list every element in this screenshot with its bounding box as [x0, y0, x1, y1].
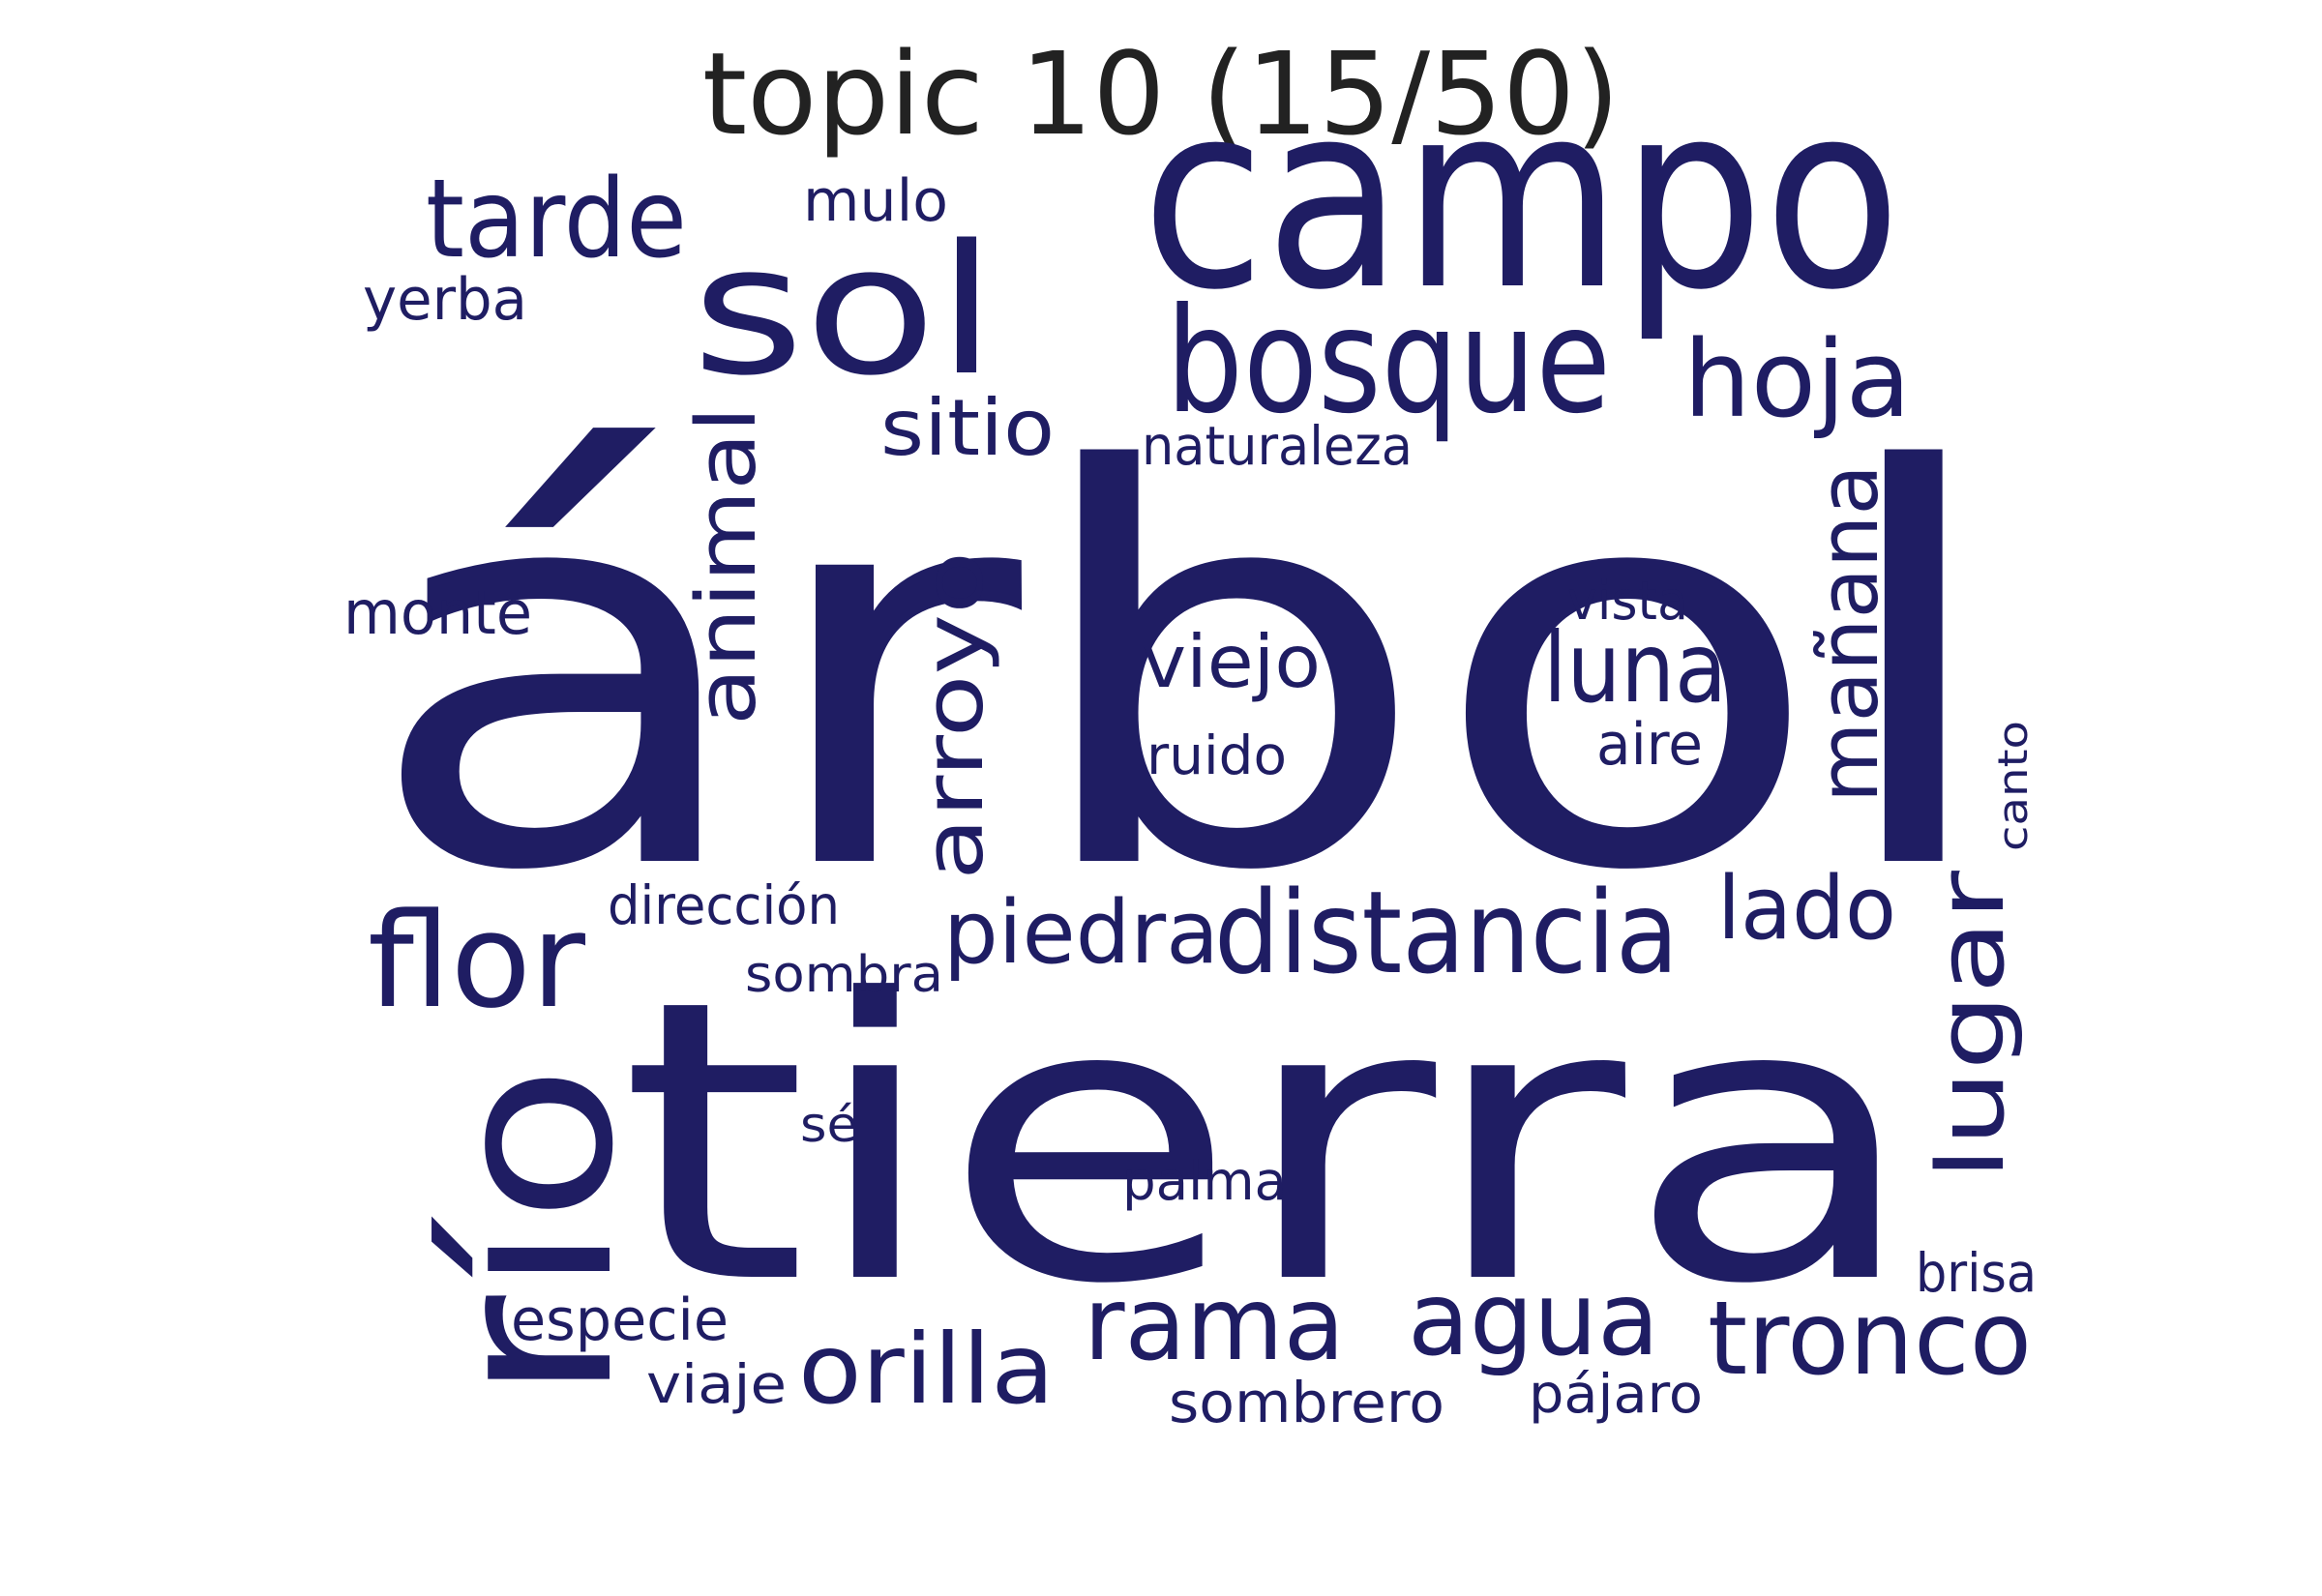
cloud-word: yerba	[363, 266, 527, 334]
cloud-word: río	[404, 1064, 663, 1403]
cloud-word: distancia	[1214, 866, 1679, 999]
cloud-word: orilla	[798, 1313, 1055, 1426]
cloud-word: brisa	[1916, 1242, 2037, 1304]
cloud-word: lado	[1717, 858, 1896, 960]
cloud-word: piedra	[943, 882, 1219, 984]
cloud-word: tarde	[426, 157, 687, 282]
cloud-word: árbol	[363, 359, 2003, 990]
cloud-word: aire	[1596, 711, 1703, 779]
cloud-word: agua	[1408, 1260, 1659, 1378]
cloud-word: mañana	[1801, 464, 1897, 803]
cloud-word: vista	[1567, 570, 1688, 632]
cloud-word: tierra	[619, 919, 1920, 1369]
cloud-word: viaje	[646, 1353, 787, 1415]
cloud-word: especie	[511, 1286, 729, 1354]
cloud-word: rama	[1084, 1265, 1345, 1383]
cloud-word: animal	[679, 406, 775, 725]
cloud-word: sombra	[745, 946, 943, 1004]
cloud-word: viejo	[1142, 619, 1321, 704]
cloud-word: lugar	[1919, 870, 2025, 1180]
cloud-word: flor	[368, 885, 585, 1037]
cloud-word: dirección	[608, 874, 840, 936]
figure-title: topic 10 (15/50)	[701, 27, 1621, 161]
cloud-word: hoja	[1683, 317, 1911, 441]
cloud-word: campo	[1142, 48, 1901, 346]
cloud-word: ruido	[1146, 724, 1287, 786]
cloud-word: palma	[1122, 1150, 1287, 1212]
cloud-word: monte	[343, 577, 532, 648]
cloud-word: sé	[800, 1097, 858, 1153]
cloud-word: tronco	[1708, 1280, 2032, 1398]
cloud-word: pájaro	[1529, 1363, 1703, 1425]
cloud-word: mulo	[803, 167, 948, 235]
cloud-word: naturaleza	[1142, 415, 1413, 477]
cloud-word: luna	[1543, 611, 1727, 724]
cloud-word: sombrero	[1169, 1370, 1444, 1435]
cloud-word: bosque	[1166, 278, 1611, 446]
cloud-word: arroyo	[907, 551, 1002, 880]
cloud-word: sol	[692, 206, 997, 415]
cloud-word: canto	[1989, 721, 2037, 851]
cloud-word: sitio	[880, 383, 1055, 473]
